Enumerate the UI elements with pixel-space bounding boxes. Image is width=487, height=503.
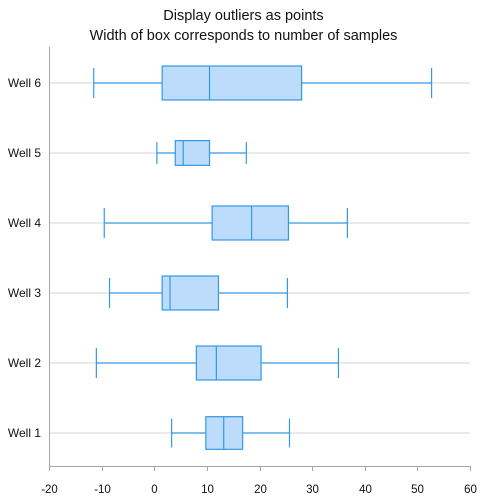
x-tick-label: 20 bbox=[254, 484, 267, 496]
category-label: Well 5 bbox=[8, 146, 41, 160]
category-label: Well 6 bbox=[8, 76, 41, 90]
box-well-1 bbox=[171, 416, 291, 450]
chart-title-line-1: Display outliers as points bbox=[163, 8, 324, 24]
x-tick-label: 50 bbox=[411, 484, 424, 496]
x-tick-label: -20 bbox=[41, 484, 58, 496]
box-iqr bbox=[174, 139, 211, 167]
category-label: Well 3 bbox=[8, 286, 41, 300]
x-tick-label: 60 bbox=[464, 484, 477, 496]
x-tick-label: 30 bbox=[306, 484, 319, 496]
box-well-6 bbox=[93, 65, 433, 101]
box-iqr bbox=[211, 205, 290, 241]
box-iqr bbox=[161, 65, 303, 101]
chart-title: Display outliers as points Width of box … bbox=[0, 6, 487, 46]
axes bbox=[49, 47, 471, 471]
category-label: Well 4 bbox=[8, 216, 41, 230]
box-iqr bbox=[161, 275, 220, 311]
box-well-2 bbox=[95, 345, 340, 381]
category-label: Well 1 bbox=[8, 426, 41, 440]
x-tick-label: 10 bbox=[201, 484, 214, 496]
box-well-4 bbox=[103, 205, 348, 241]
x-tick-label: -10 bbox=[94, 484, 111, 496]
box-series bbox=[93, 65, 433, 450]
x-tick-label: 0 bbox=[151, 484, 157, 496]
box-well-3 bbox=[108, 275, 288, 311]
x-tick-label: 40 bbox=[359, 484, 372, 496]
axis-labels: Well 6 Well 5 Well 4 Well 3 Well 2 Well 1 -20 -… bbox=[8, 76, 477, 496]
box-well-5 bbox=[156, 139, 247, 167]
box-iqr bbox=[195, 345, 262, 381]
chart-title-line-2: Width of box corresponds to number of sa… bbox=[89, 28, 398, 44]
category-label: Well 2 bbox=[8, 356, 41, 370]
